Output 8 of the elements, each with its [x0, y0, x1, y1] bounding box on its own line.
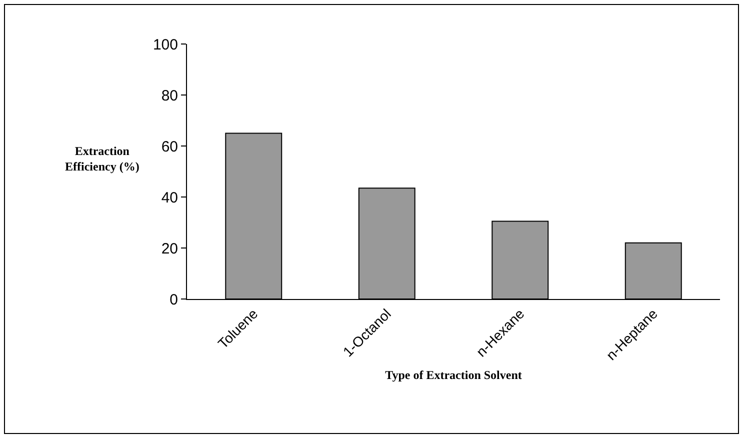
- y-tick-label: 60: [161, 138, 178, 156]
- x-axis-title: Type of Extraction Solvent: [385, 368, 522, 382]
- y-tick-label: 0: [170, 291, 178, 308]
- y-tick-label: 80: [161, 87, 178, 104]
- y-tick-label: 40: [161, 189, 178, 206]
- y-axis-title: Extraction Efficiency (%): [65, 144, 140, 174]
- y-tick-label: 100: [152, 36, 178, 54]
- y-tick-label: 20: [161, 240, 178, 258]
